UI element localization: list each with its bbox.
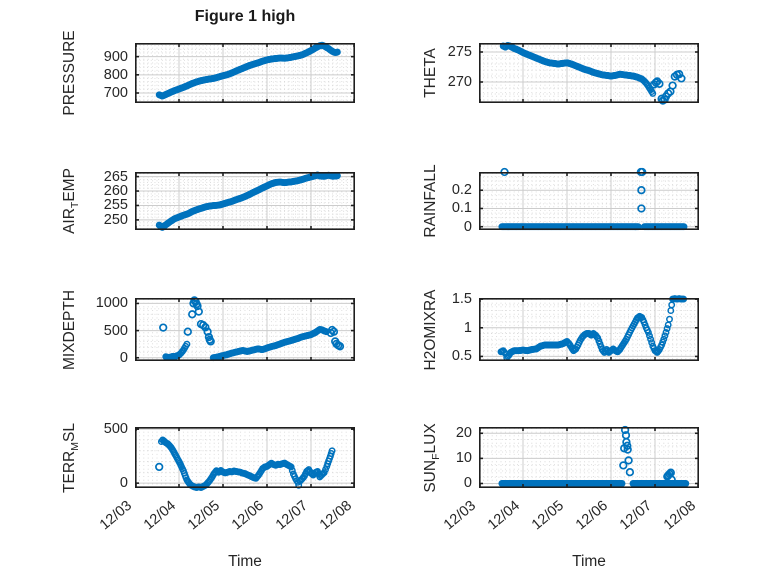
mixdepth-series: [162, 340, 191, 361]
minor-grid: [480, 44, 698, 102]
mixdepth-series: [209, 326, 330, 362]
subplot-pressure: [135, 41, 355, 104]
terr-msl-series: [157, 436, 336, 491]
subplot-terr-msl: [135, 427, 355, 491]
theta-ytick-label: 270: [447, 74, 472, 90]
x-tick-label: 12/05: [184, 497, 223, 534]
theta-ylabel: THETA: [422, 48, 439, 98]
x-axis-label-left: Time: [228, 553, 262, 570]
major-grid: [135, 427, 355, 488]
subplot-rainfall: [479, 167, 699, 231]
subplot-theta-plot-area: [479, 41, 699, 105]
pressure-ytick-label: 700: [103, 85, 128, 101]
terr-msl-ylabel: TERRMSL: [61, 422, 81, 493]
h2omixra-series: [497, 295, 688, 362]
subplot-sun-flux: [479, 425, 699, 489]
sun-flux-series: [619, 425, 676, 484]
x-tick-label: 12/04: [484, 497, 523, 534]
rainfall-ytick-label: 0.1: [451, 200, 472, 217]
terr-msl-series: [155, 462, 164, 472]
sun-flux-series: [629, 480, 690, 487]
h2omixra-ytick-label: 1.5: [451, 291, 472, 308]
axes-box: [135, 427, 355, 489]
axes-box: [135, 172, 355, 231]
subplot-theta: [479, 41, 699, 105]
air-temp-ytick-label: 260: [103, 183, 128, 200]
axes-box: [479, 298, 699, 362]
h2omixra-ytick-label: 0.5: [451, 348, 472, 365]
subplot-mixdepth-plot-area: [135, 296, 355, 362]
axes-box: [479, 172, 699, 231]
subplot-terr-msl-plot-area: [135, 427, 355, 491]
theta-ytick-label: 275: [447, 44, 472, 60]
axes-box: [135, 43, 355, 104]
minor-grid: [480, 428, 698, 487]
minor-grid: [136, 44, 354, 102]
air-temp-ytick-label: 250: [103, 211, 128, 228]
subplot-pressure-plot-area: [135, 41, 355, 104]
air-temp-series: [155, 171, 341, 231]
pressure-ytick-label: 800: [103, 66, 128, 83]
x-tick-label: 12/05: [528, 497, 567, 534]
subplot-air-temp-plot-area: [135, 171, 355, 231]
mixdepth-series: [326, 325, 345, 351]
h2omixra-ylabel: H2OMIXRA: [422, 289, 439, 370]
subplot-mixdepth: [135, 296, 355, 362]
pressure-series: [155, 41, 341, 100]
air-temp-ytick-label: 265: [103, 168, 128, 185]
terr-msl-ytick-label: 0: [119, 475, 128, 492]
x-tick-label: 12/07: [616, 497, 655, 534]
pressure-ylabel: PRESSURE: [61, 30, 78, 116]
mixdepth-ytick-label: 0: [119, 349, 128, 366]
subplot-h2omixra: [479, 295, 699, 362]
subplot-h2omixra-plot-area: [479, 295, 699, 362]
rainfall-ytick-label: 0: [463, 218, 472, 235]
minor-grid: [480, 173, 698, 229]
subplot-sun-flux-plot-area: [479, 425, 699, 489]
minor-grid: [136, 299, 354, 360]
h2omixra-ytick-label: 1: [463, 319, 472, 336]
x-tick-label: 12/03: [96, 497, 135, 534]
axes-box: [479, 43, 699, 104]
subplot-rainfall-plot-area: [479, 167, 699, 231]
figure-title: Figure 1 high: [194, 8, 296, 25]
x-tick-label: 12/04: [140, 497, 179, 534]
air-temp-ylabel: AIRTEMP: [61, 168, 81, 234]
theta-series: [499, 41, 657, 97]
sun-flux-ytick-label: 10: [455, 450, 472, 467]
x-tick-label: 12/06: [228, 497, 267, 534]
axes-box: [479, 427, 699, 489]
sun-flux-ytick-label: 0: [463, 475, 472, 492]
pressure-ytick-label: 900: [103, 48, 128, 65]
rainfall-ytick-label: 0.2: [451, 182, 472, 199]
terr-msl-ytick-label: 500: [103, 421, 128, 438]
mixdepth-ytick-label: 500: [103, 322, 128, 339]
air-temp-ytick-label: 255: [103, 197, 128, 214]
sun-flux-series: [498, 480, 626, 487]
mixdepth-ylabel: MIXDEPTH: [61, 289, 78, 370]
theta-series: [649, 70, 686, 105]
rainfall-ylabel: RAINFALL: [422, 164, 439, 238]
sun-flux-ytick-label: 20: [455, 425, 472, 442]
sun-flux-ylabel: SUNFLUX: [422, 422, 442, 493]
x-tick-label: 12/07: [272, 497, 311, 534]
x-tick-label: 12/08: [660, 497, 699, 534]
x-axis-label-right: Time: [572, 553, 606, 570]
mixdepth-series: [159, 296, 215, 346]
subplot-air-temp: [135, 171, 355, 231]
x-tick-label: 12/03: [440, 497, 479, 534]
x-tick-label: 12/06: [572, 497, 611, 534]
mixdepth-ytick-label: 1000: [95, 295, 128, 312]
axes-box: [135, 298, 355, 362]
x-tick-label: 12/08: [316, 497, 355, 534]
